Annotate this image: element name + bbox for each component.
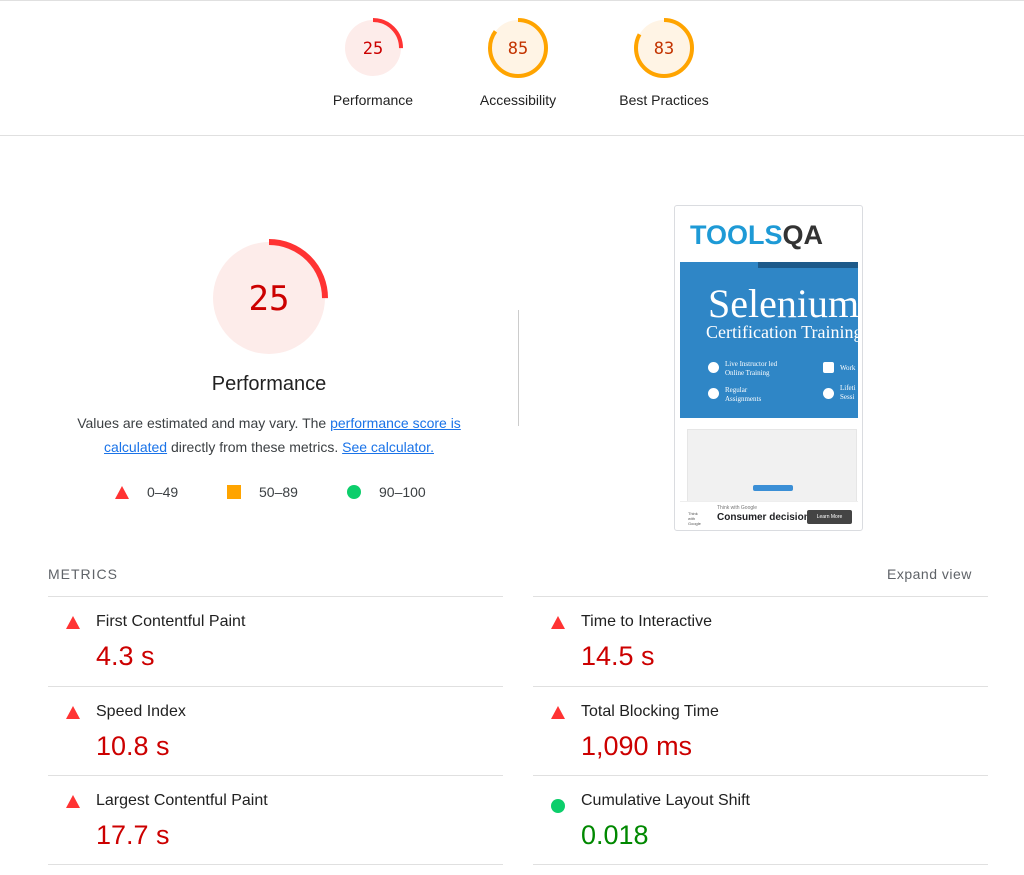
banner-feature-1: Live Instructor led Online Training <box>725 360 778 377</box>
metric-divider <box>48 864 503 865</box>
banner-subtitle: Certification Training <box>706 322 863 342</box>
metric-value: 1,090 ms <box>581 731 693 761</box>
metric-value: 4.3 s <box>96 641 155 671</box>
legend-fail: 0–49 <box>115 484 178 500</box>
square-icon <box>227 485 241 499</box>
metric-speed-index: Speed Index 10.8 s <box>48 687 503 776</box>
metric-divider <box>48 596 503 597</box>
ad-small-text: Think with Google <box>717 505 758 511</box>
performance-gauge: 25 <box>210 239 328 357</box>
metric-divider <box>533 775 988 776</box>
score-summary-bar: 25 Performance 85 Accessibility 83 Best … <box>0 0 1024 136</box>
gauge-best-practices-score: 83 <box>654 39 674 59</box>
gauge-best-practices-label: Best Practices <box>619 92 709 108</box>
metric-divider <box>533 864 988 865</box>
document-icon <box>708 388 719 399</box>
gauge-best-practices-ring: 83 <box>634 18 694 78</box>
performance-score-link[interactable]: performance score is calculated <box>104 415 461 455</box>
metric-divider <box>48 686 503 687</box>
fail-triangle-icon <box>66 795 80 808</box>
fail-triangle-icon <box>66 616 80 629</box>
fail-triangle-icon <box>66 706 80 719</box>
work-icon <box>823 362 834 373</box>
final-screenshot[interactable]: TOOLSQA Selenium Certification Training … <box>674 205 863 531</box>
banner-feature-4: Lifeti Sessi <box>840 384 856 401</box>
see-calculator-link[interactable]: See calculator. <box>342 439 434 455</box>
metric-time-to-interactive: Time to Interactive 14.5 s <box>533 597 988 686</box>
fail-triangle-icon <box>551 706 565 719</box>
gauge-accessibility-ring: 85 <box>488 18 548 78</box>
screenshot-ad: Think with Google Think with Google Cons… <box>680 501 858 530</box>
metric-largest-contentful-paint: Largest Contentful Paint 17.7 s <box>48 776 503 865</box>
legend-pass-range: 90–100 <box>379 484 426 500</box>
gauge-performance-ring: 25 <box>343 18 403 78</box>
banner-title: Selenium <box>708 281 860 326</box>
performance-description: Values are estimated and may vary. The p… <box>60 411 478 459</box>
fail-triangle-icon <box>551 616 565 629</box>
metric-value: 10.8 s <box>96 731 170 761</box>
screenshot-banner: Selenium Certification Training Live Ins… <box>680 262 862 418</box>
gauge-accessibility[interactable]: 85 Accessibility <box>448 18 588 108</box>
banner-feature-2: Regular Assignments <box>725 386 762 403</box>
metric-divider <box>48 775 503 776</box>
triangle-icon <box>115 485 129 499</box>
metric-divider <box>533 596 988 597</box>
gauge-accessibility-label: Accessibility <box>479 92 557 108</box>
pass-circle-icon <box>551 799 565 813</box>
legend-average-range: 50–89 <box>259 484 298 500</box>
metric-name: Speed Index <box>96 703 186 720</box>
performance-score: 25 <box>249 279 290 319</box>
gauge-best-practices[interactable]: 83 Best Practices <box>594 18 734 108</box>
ad-headline: Consumer decisions <box>717 512 816 523</box>
legend-fail-range: 0–49 <box>147 484 179 500</box>
gauge-accessibility-score: 85 <box>508 39 528 59</box>
metric-value: 14.5 s <box>581 641 655 671</box>
top-border <box>0 0 1024 1</box>
metric-value: 0.018 <box>581 820 649 850</box>
toolsqa-logo: TOOLSQA <box>690 220 824 250</box>
ad-brand: Think with Google <box>688 511 701 526</box>
circle-icon <box>347 485 361 499</box>
metric-name: Cumulative Layout Shift <box>581 792 750 809</box>
legend-average: 50–89 <box>227 484 298 500</box>
metric-name: First Contentful Paint <box>96 613 246 630</box>
metric-name: Total Blocking Time <box>581 703 719 720</box>
metric-cumulative-layout-shift: Cumulative Layout Shift 0.018 <box>533 776 988 865</box>
metric-first-contentful-paint: First Contentful Paint 4.3 s <box>48 597 503 686</box>
metric-total-blocking-time: Total Blocking Time 1,090 ms <box>533 687 988 776</box>
desc-text-1: Values are estimated and may vary. The <box>77 415 331 431</box>
gauge-performance[interactable]: 25 Performance <box>303 18 443 108</box>
metric-divider <box>533 686 988 687</box>
vertical-divider <box>518 310 519 426</box>
legend-pass: 90–100 <box>347 484 426 500</box>
gauge-performance-label: Performance <box>332 92 414 108</box>
gauge-performance-score: 25 <box>363 39 383 59</box>
headset-icon <box>823 388 834 399</box>
metrics-header: METRICS <box>48 566 118 582</box>
metric-name: Largest Contentful Paint <box>96 792 268 809</box>
play-icon <box>708 362 719 373</box>
desc-text-2: directly from these metrics. <box>167 439 343 455</box>
metric-name: Time to Interactive <box>581 613 713 630</box>
expand-view-toggle[interactable]: Expand view <box>887 566 972 582</box>
performance-title: Performance <box>211 373 327 395</box>
ad-learn-more-button: Learn More <box>807 510 852 524</box>
metric-value: 17.7 s <box>96 820 170 850</box>
banner-feature-3: Work <box>840 364 856 372</box>
